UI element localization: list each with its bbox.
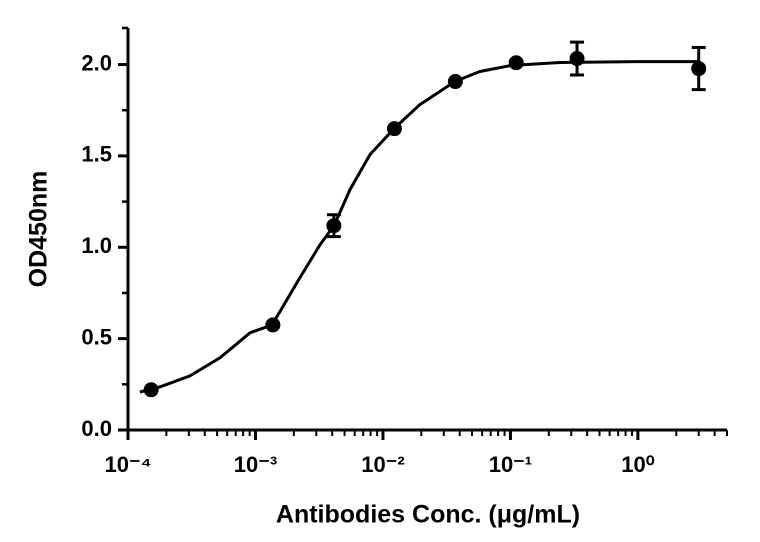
data-point bbox=[386, 121, 402, 137]
y-tick-label: 1.0 bbox=[81, 233, 112, 258]
x-tick-label: 10⁻⁴ bbox=[105, 452, 152, 477]
y-tick-label: 0.0 bbox=[81, 416, 112, 441]
data-point bbox=[691, 61, 707, 77]
data-point bbox=[447, 74, 463, 90]
x-axis-title: Antibodies Conc. (μg/mL) bbox=[276, 501, 580, 529]
y-axis-title: OD450nm bbox=[25, 171, 53, 288]
x-tick-label: 10⁰ bbox=[621, 452, 654, 477]
x-tick-label: 10⁻¹ bbox=[489, 452, 532, 477]
data-point bbox=[569, 51, 585, 67]
data-point bbox=[326, 218, 342, 234]
data-point bbox=[143, 382, 159, 398]
y-tick-label: 0.5 bbox=[81, 324, 112, 349]
y-tick-label: 2.0 bbox=[81, 50, 112, 75]
data-point bbox=[508, 55, 524, 71]
fit-curve bbox=[139, 60, 700, 394]
y-tick-label: 1.5 bbox=[81, 142, 112, 167]
x-tick-label: 10⁻³ bbox=[234, 452, 277, 477]
data-point bbox=[265, 317, 281, 333]
x-tick-label: 10⁻² bbox=[361, 452, 404, 477]
